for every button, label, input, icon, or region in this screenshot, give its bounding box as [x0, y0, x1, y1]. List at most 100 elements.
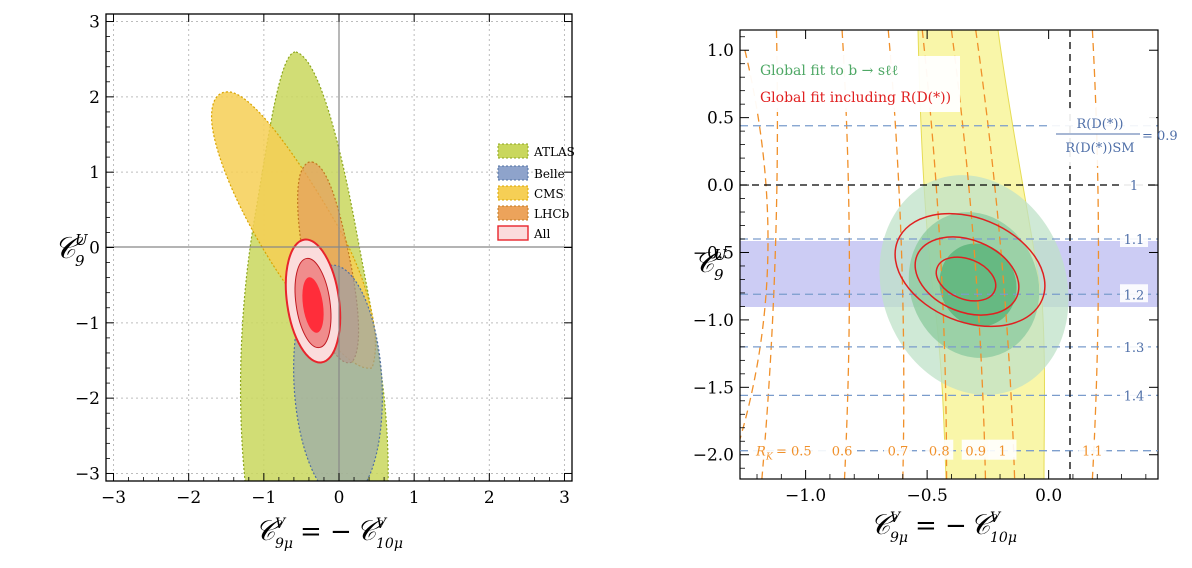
right-x-axis-label: 𝒞 V 9μ = − 𝒞 V 10μ	[870, 508, 1017, 546]
rd-ratio-eq: = 0.9	[1142, 129, 1178, 144]
rk-contour-line	[921, 30, 948, 479]
right-y-tick-label: −2.0	[693, 446, 734, 466]
left-y-tick-label: 3	[89, 13, 100, 33]
red-2sigma	[914, 236, 1020, 316]
right-x-tick-label: 0.0	[1035, 486, 1062, 506]
rd-label-bg	[1120, 175, 1148, 194]
rk-value-label: 0.9	[965, 445, 986, 460]
right-y-tick-label: −1.5	[693, 378, 734, 398]
right-xlabel-sup: V	[890, 510, 902, 526]
rd-label-bg	[1120, 284, 1148, 303]
right-xlabel-eq: = −	[915, 511, 967, 541]
rk-label-bg	[828, 439, 857, 460]
rd-value-label: 1.2	[1124, 288, 1145, 303]
left-x-tick-label: −3	[101, 488, 126, 508]
left-chart: −3 −2 −1 0 1 2 3 3 2 1 0 −1 −2 −3 ATLAS Belle CMS LHC…	[54, 13, 575, 552]
rd-ratio-den: R(D(*))SM	[1065, 141, 1134, 156]
right-legend-red: Global fit including R(D(*))	[760, 90, 951, 106]
left-y-tick-label: −3	[75, 464, 100, 484]
left-legend: ATLAS Belle CMS LHCb All	[497, 143, 575, 241]
left-xlabel-sup2: V	[376, 516, 388, 532]
right-y-tick-label: −0.5	[693, 243, 734, 263]
rk-label-bg	[1078, 439, 1107, 460]
rk-label-bg	[961, 439, 990, 460]
all-1sigma	[302, 277, 324, 333]
left-ticks: −3 −2 −1 0 1 2 3 3 2 1 0 −1 −2 −3	[75, 13, 572, 508]
left-x-tick-label: 0	[334, 488, 345, 508]
legend-cms-label: CMS	[534, 187, 564, 201]
right-legend-box	[750, 56, 960, 112]
right-frame	[739, 29, 1159, 480]
rk-prefix-bg	[752, 439, 840, 460]
left-contours	[210, 51, 389, 481]
rk-contour-line	[841, 30, 851, 479]
left-xlabel-eq: = −	[300, 517, 352, 547]
left-y-tick-label: −1	[75, 314, 100, 334]
rk-label-bg	[883, 439, 912, 460]
rd-label-bg	[1120, 228, 1148, 247]
left-xlabel-sup: V	[275, 516, 287, 532]
rk-contour-line	[950, 30, 987, 479]
rk-first-value: = 0.5	[776, 445, 812, 460]
rd-value-label: 1	[1130, 179, 1138, 194]
rd-label-bg	[1120, 385, 1148, 404]
right-chart: −1.0 −0.5 0.0 1.0 0.5 0.0 −0.5 −1.0 −1.5 −2.0 Glo…	[693, 29, 1178, 546]
rk-value-label: 0.6	[832, 445, 853, 460]
legend-atlas-swatch	[497, 143, 529, 159]
right-xlabel-sub2: 10μ	[990, 530, 1017, 546]
left-xlabel-sub: 9μ	[275, 536, 293, 552]
rk-value-label: 0.7	[888, 445, 909, 460]
left-y-tick-label: 2	[89, 88, 100, 108]
left-y-axis-label: 𝒞 U 9	[54, 231, 89, 270]
rk-contour-line	[761, 30, 779, 479]
rd-ratio-label-bg	[1050, 108, 1156, 166]
right-xlabel-sub: 9μ	[890, 530, 908, 546]
left-x-axis-label: 𝒞 V 9μ = − 𝒞 V 10μ	[255, 514, 403, 552]
right-y-tick-label: 0.0	[707, 176, 734, 196]
rk-prefix: R	[755, 445, 766, 460]
rd-ratio-num: R(D(*))	[1077, 117, 1124, 132]
left-ylabel-sub: 9	[75, 252, 85, 270]
right-x-tick-label: −1.0	[785, 486, 826, 506]
legend-belle-label: Belle	[534, 167, 565, 181]
right-y-tick-label: 1.0	[707, 41, 734, 61]
right-y-tick-label: 0.5	[707, 109, 734, 129]
left-y-tick-label: −2	[75, 389, 100, 409]
rd-label-bg	[1120, 336, 1148, 355]
rk-value-label: 1	[998, 445, 1006, 460]
right-y-tick-label: −1.0	[693, 311, 734, 331]
red-3sigma	[894, 212, 1046, 328]
left-y-tick-label: 1	[89, 163, 100, 183]
legend-cms-swatch	[497, 185, 529, 201]
rd-value-label: 1.4	[1124, 389, 1145, 404]
right-xlabel-sup2: V	[990, 510, 1002, 526]
rd-ratio-label: R(D(*)) R(D(*))SM = 0.9	[1050, 108, 1178, 166]
rk-value-label: 1.1	[1082, 445, 1103, 460]
left-ylabel-sup: U	[75, 231, 89, 249]
rd-value-label: 1.1	[1124, 233, 1145, 248]
legend-belle-swatch	[497, 165, 529, 181]
legend-atlas-label: ATLAS	[533, 145, 575, 159]
right-ylabel-sub: 9	[714, 266, 724, 284]
rk-label-bg	[925, 439, 954, 460]
rk-contour-line	[887, 30, 905, 479]
left-x-tick-label: 3	[559, 488, 570, 508]
right-legend-green: Global fit to b → sℓℓ	[760, 63, 899, 79]
right-ylabel-sup: U	[714, 246, 728, 264]
left-x-tick-label: −1	[251, 488, 276, 508]
legend-lhcb-swatch	[497, 205, 529, 221]
rk-value-label: 0.8	[929, 445, 950, 460]
rk-value-labels: R K = 0.5 0.6 0.7 0.8 0.9 1 1.1	[740, 439, 1158, 463]
left-x-tick-label: 1	[409, 488, 420, 508]
legend-lhcb-label: LHCb	[534, 207, 570, 221]
rd-ratio-value-labels: 1 1.1 1.2 1.3 1.4	[1120, 175, 1148, 404]
green-1sigma	[939, 243, 1017, 327]
rk-label-bg	[988, 439, 1017, 460]
rd-value-label: 1.3	[1124, 341, 1145, 356]
left-xlabel-sub2: 10μ	[376, 536, 403, 552]
rk-contour-line	[1091, 30, 1100, 479]
left-x-tick-label: −2	[176, 488, 201, 508]
right-y-axis-label: 𝒞 U 9	[694, 246, 728, 284]
left-y-tick-label: 0	[89, 239, 100, 259]
